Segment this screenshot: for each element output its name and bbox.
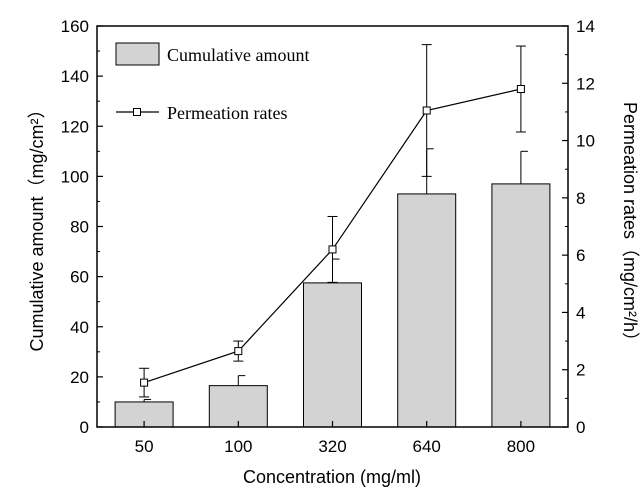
legend-label-permeation: Permeation rates [167, 103, 287, 123]
y-right-tick-label-14: 14 [576, 17, 595, 36]
bar-640 [397, 193, 457, 428]
y-right-tick-label-10: 10 [576, 132, 595, 151]
y-axis-left-title: Cumulative amount（mg/cm²） [27, 100, 47, 351]
line-marker-800 [516, 85, 525, 94]
bar-800 [491, 183, 551, 428]
legend-marker-swatch [133, 108, 141, 116]
y-right-tick-label-2: 2 [576, 361, 585, 380]
y-axis-left: 0 20 40 60 80 100 120 140 160 [61, 17, 103, 437]
x-tick-label-800: 800 [507, 437, 535, 456]
legend: Cumulative amount Permeation rates [115, 42, 309, 123]
legend-label-cumulative: Cumulative amount [167, 45, 309, 65]
line-marker-320 [328, 245, 337, 254]
line-marker-50 [140, 378, 149, 387]
y-right-tick-label-12: 12 [576, 74, 595, 93]
y-axis-right: 0 2 4 6 8 10 12 14 [562, 17, 595, 437]
y-left-tick-label-140: 140 [61, 67, 89, 86]
y-left-tick-label-0: 0 [80, 418, 89, 437]
y-left-tick-label-80: 80 [70, 218, 89, 237]
x-tick-label-100: 100 [224, 437, 252, 456]
y-left-tick-label-40: 40 [70, 318, 89, 337]
y-left-tick-label-160: 160 [61, 17, 89, 36]
x-tick-label-320: 320 [318, 437, 346, 456]
y-right-tick-label-6: 6 [576, 246, 585, 265]
y-right-tick-label-4: 4 [576, 303, 585, 322]
y-left-tick-label-60: 60 [70, 268, 89, 287]
line-marker-100 [234, 347, 243, 356]
line-marker-640 [422, 106, 431, 115]
bar-100 [208, 385, 268, 428]
x-tick-label-50: 50 [135, 437, 154, 456]
y-axis-right-title: Permeation rates（mg/cm²/h） [620, 102, 640, 350]
line-series [139, 44, 526, 398]
x-tick-label-640: 640 [413, 437, 441, 456]
y-right-tick-label-0: 0 [576, 418, 585, 437]
y-left-tick-label-100: 100 [61, 167, 89, 186]
legend-bar-swatch [115, 42, 160, 66]
x-axis-title: Concentration (mg/ml) [243, 467, 421, 487]
x-axis: 50 100 320 640 800 [135, 421, 535, 456]
y-left-tick-label-120: 120 [61, 117, 89, 136]
y-right-tick-label-8: 8 [576, 189, 585, 208]
y-left-tick-label-20: 20 [70, 368, 89, 387]
bar-320 [303, 282, 362, 428]
